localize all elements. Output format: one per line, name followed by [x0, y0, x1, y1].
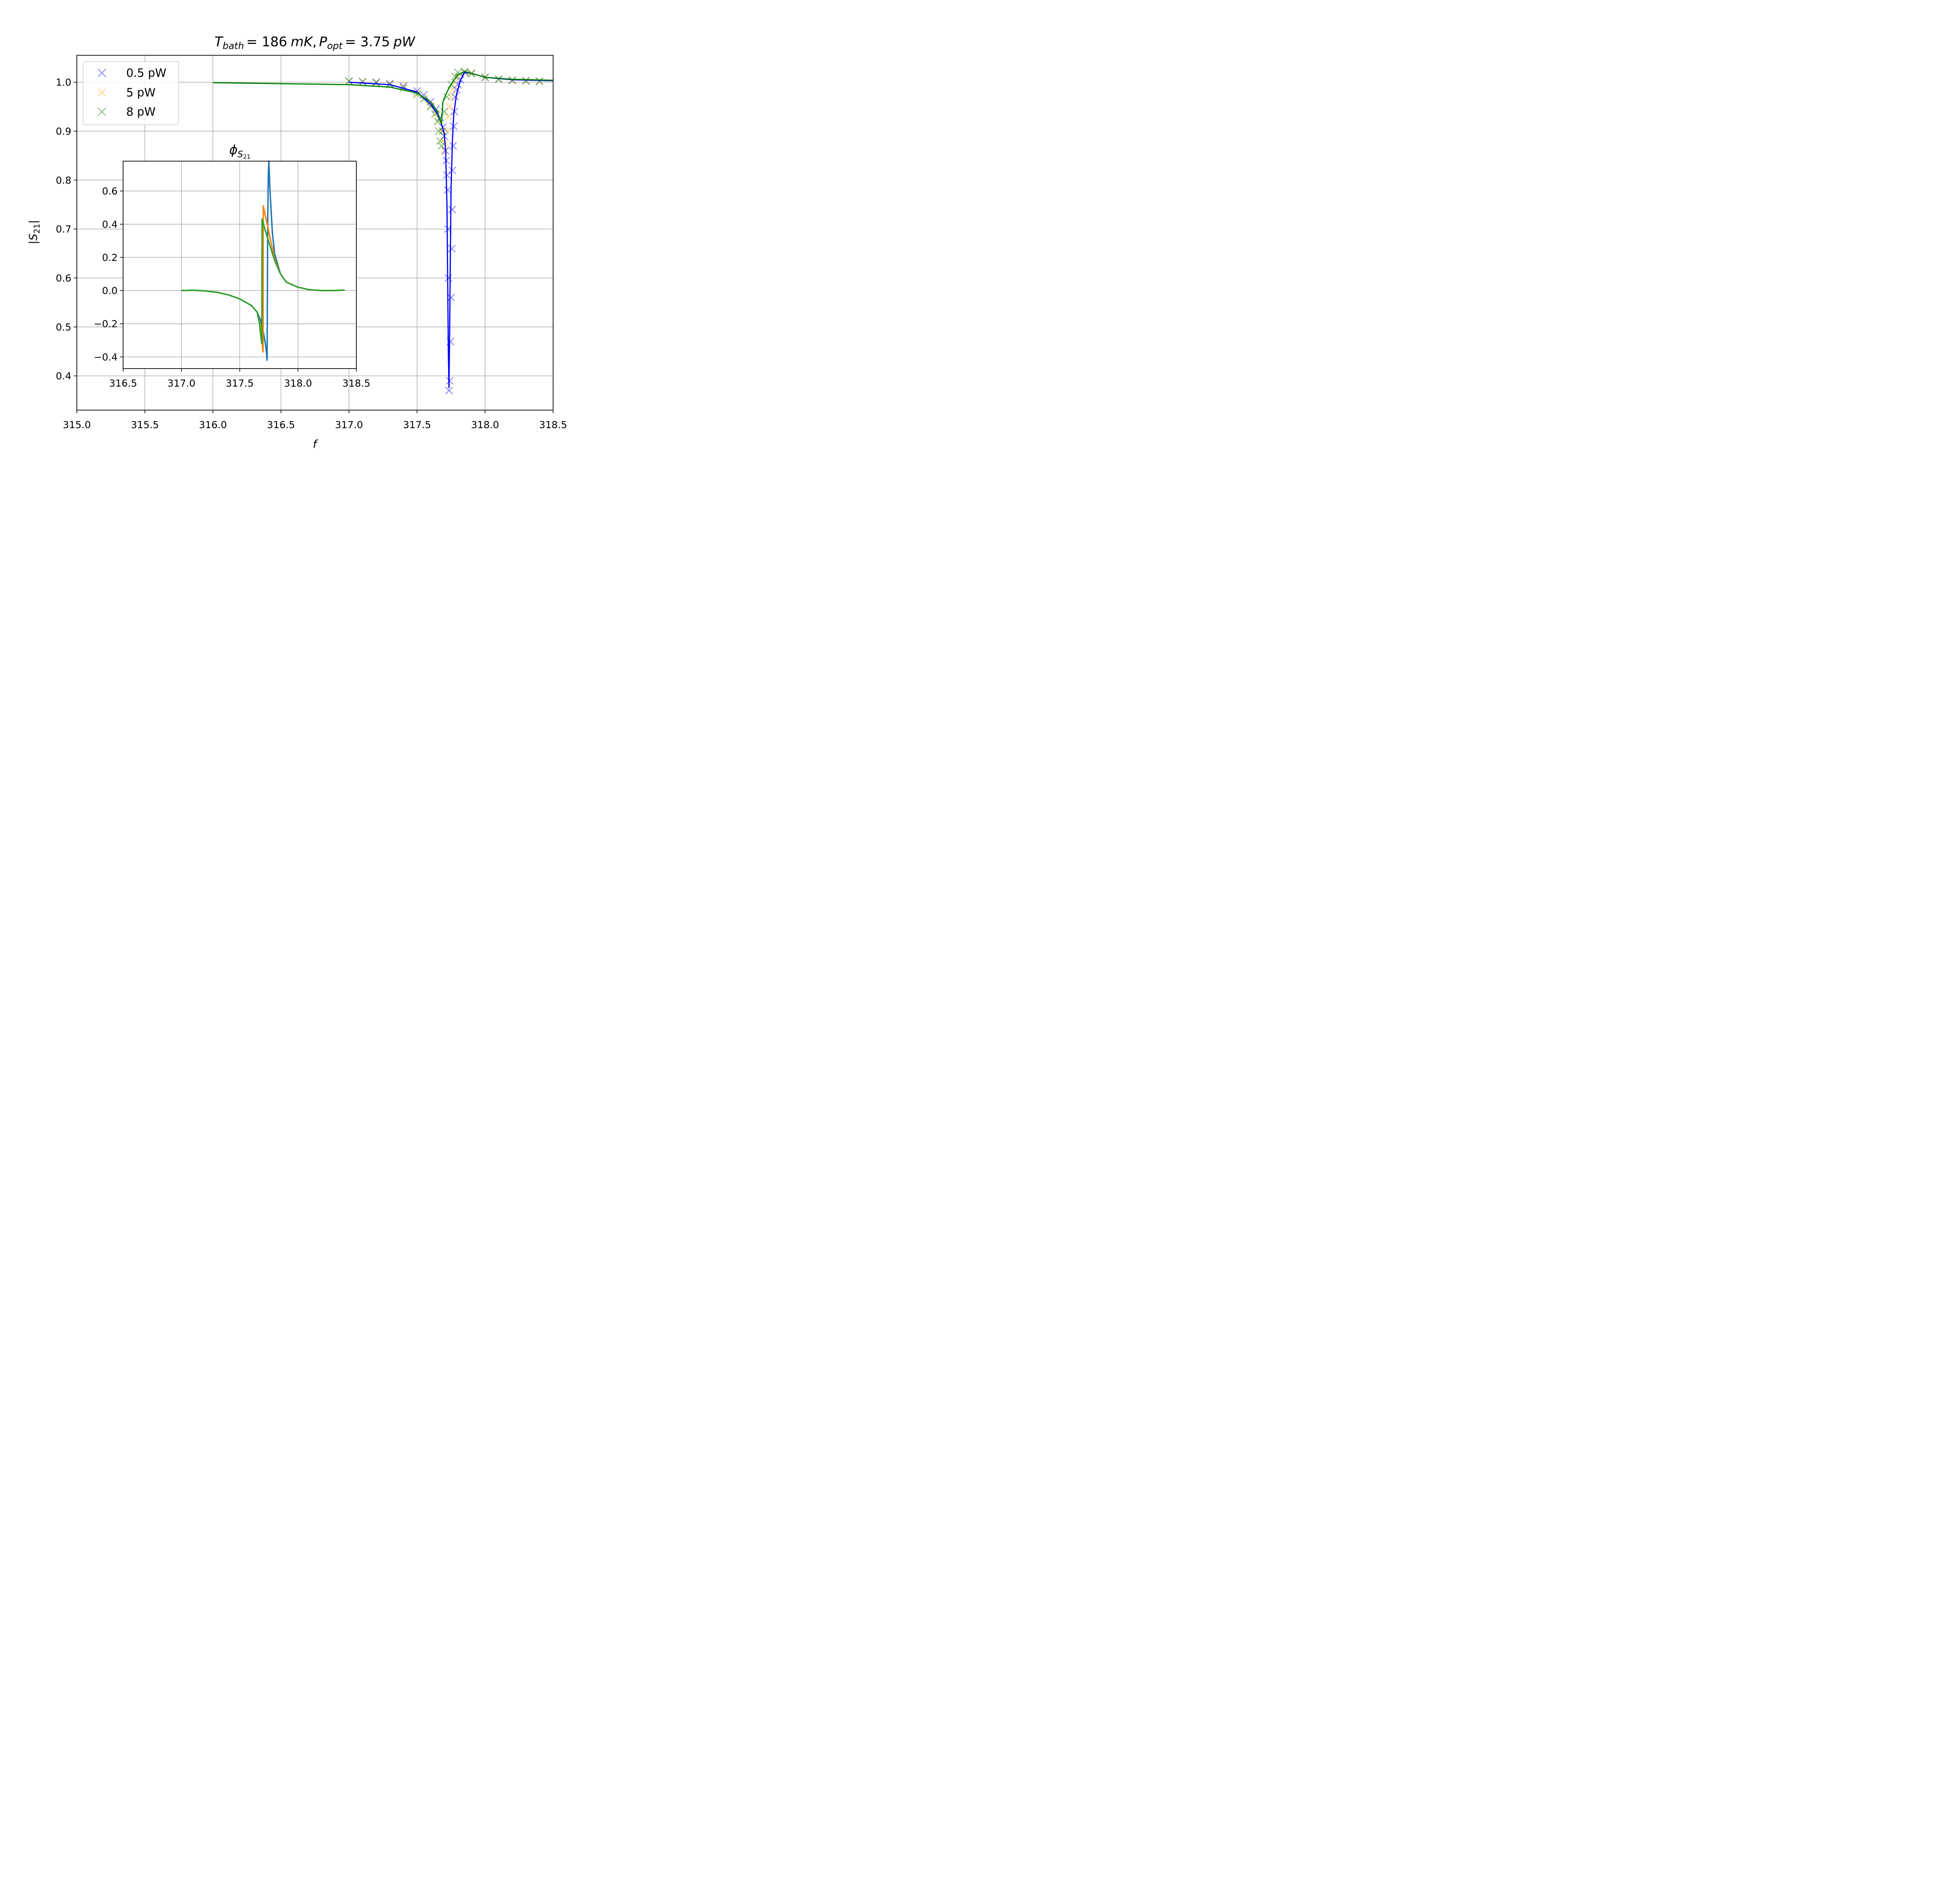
main-ytick-label: 0.8: [56, 174, 71, 186]
main-data-point: [437, 142, 446, 150]
main-ytick-label: 1.0: [56, 77, 71, 88]
legend: 0.5 pW 5 pW 8 pW: [83, 61, 179, 125]
main-data-point: [420, 95, 428, 104]
main-xtick-label: 316.5: [267, 419, 295, 431]
ylabel-left-bar: |: [27, 241, 40, 244]
ylabel-s: S: [27, 234, 40, 241]
inset-y-axis: −0.4 −0.2 0.0 0.2 0.4 0.6: [94, 185, 123, 363]
inset-title: ϕS21: [229, 142, 250, 160]
main-title: Tbath = 186 mK, Popt = 3.75 pW: [214, 34, 416, 51]
title-eq1: = 186: [246, 34, 287, 50]
inset-title-phi: ϕ: [229, 142, 238, 157]
main-data-point: [450, 122, 458, 130]
main-y-label: |S21|: [27, 220, 42, 244]
inset-data: [181, 160, 345, 361]
legend-marker-1: [98, 88, 106, 97]
inset-title-subsub: 21: [243, 153, 250, 160]
main-data-point: [449, 142, 457, 150]
main-data-point: [444, 113, 452, 120]
main-xtick-label: 316.0: [199, 419, 227, 431]
main-data-point: [495, 75, 503, 83]
main-axes-frame: [76, 55, 554, 411]
title-p: P: [319, 34, 327, 50]
inset-grid: [123, 161, 357, 369]
title-unit1: mK: [291, 34, 314, 50]
main-data-point: [451, 72, 459, 80]
title-unit2: pW: [393, 34, 416, 50]
inset-ytick-label: 0.4: [102, 219, 118, 230]
legend-marker-0: [98, 69, 106, 77]
title-eq2: = 3.75: [345, 34, 390, 50]
inset-series-line-2: [181, 218, 345, 345]
inset-ytick-label: 0.6: [102, 185, 118, 197]
main-xtick-label: 317.0: [335, 419, 363, 431]
main-data-point: [448, 205, 456, 213]
ylabel-right-bar: |: [27, 220, 40, 223]
main-x-axis: 315.0 315.5 316.0 316.5 317.0 317.5 318.0 318.5: [63, 410, 567, 431]
inset-xtick-label: 318.0: [284, 378, 312, 389]
main-data-point: [522, 77, 530, 85]
main-series-line-3: [349, 72, 554, 388]
main-data-point: [448, 166, 456, 174]
inset-xtick-label: 317.0: [167, 378, 196, 389]
inset-xtick-label: 318.5: [342, 378, 370, 389]
legend-label-2: 8 pW: [126, 105, 156, 118]
legend-label-1: 5 pW: [126, 86, 156, 99]
figure: 315.0 315.5 316.0 316.5 317.0 317.5 318.0 318.5…: [0, 0, 606, 454]
title-t: T: [214, 34, 223, 50]
inset-x-axis: 316.5 317.0 317.5 318.0 318.5: [109, 369, 370, 389]
inset-ytick-label: 0.2: [102, 252, 118, 263]
inset-title-sub: S: [238, 150, 243, 160]
main-ytick-label: 0.4: [56, 371, 71, 382]
legend-item-0: 0.5 pW: [98, 66, 166, 80]
inset-xtick-label: 316.5: [109, 378, 137, 389]
legend-item-1: 5 pW: [98, 86, 156, 99]
main-ytick-label: 0.5: [56, 322, 71, 333]
main-data: [213, 67, 554, 394]
title-p-sub: opt: [327, 40, 343, 51]
main-series-line-4: [213, 71, 554, 124]
main-data-point: [447, 93, 455, 101]
main-xtick-label: 318.0: [471, 419, 499, 431]
ylabel-sub: 21: [32, 223, 42, 233]
legend-label-0: 0.5 pW: [126, 66, 166, 80]
main-xtick-label: 315.0: [63, 419, 91, 431]
title-t-sub: bath: [223, 40, 244, 51]
main-data-point: [446, 377, 454, 385]
main-data-point: [436, 137, 444, 145]
main-data-point: [439, 127, 447, 135]
main-data-point: [359, 78, 367, 86]
main-data-point: [345, 77, 353, 85]
legend-marker-2: [98, 107, 106, 116]
legend-item-2: 8 pW: [98, 105, 156, 118]
main-data-point: [440, 147, 448, 155]
main-data-point: [443, 93, 451, 101]
main-y-axis: 0.4 0.5 0.6 0.7 0.8 0.9 1.0: [56, 77, 77, 382]
main-data-point: [444, 186, 452, 194]
main-data-point: [447, 294, 455, 302]
main-data-point: [448, 245, 456, 253]
main-data-point: [451, 93, 459, 101]
title-comma: ,: [312, 34, 317, 50]
inset-ytick-label: 0.0: [102, 285, 118, 296]
inset-ytick-label: −0.2: [94, 318, 118, 330]
legend-box: [83, 61, 179, 125]
inset-xtick-label: 317.5: [226, 378, 254, 389]
main-xtick-label: 317.5: [403, 419, 431, 431]
main-data-point: [535, 77, 544, 85]
main-data-point: [451, 78, 459, 86]
main-data-point: [445, 387, 453, 394]
main-ytick-label: 0.6: [56, 272, 71, 284]
main-xtick-label: 318.5: [539, 419, 567, 431]
main-xtick-label: 315.5: [131, 419, 159, 431]
inset-chart: 316.5 317.0 317.5 318.0 318.5 −0.4 −0.2 0.0 0.2…: [94, 142, 370, 389]
main-data-point: [454, 68, 462, 76]
main-data-point: [372, 79, 380, 87]
main-ytick-label: 0.7: [56, 223, 71, 235]
main-ytick-label: 0.9: [56, 125, 71, 137]
main-data-point: [435, 127, 443, 135]
inset-ytick-label: −0.4: [94, 351, 118, 363]
